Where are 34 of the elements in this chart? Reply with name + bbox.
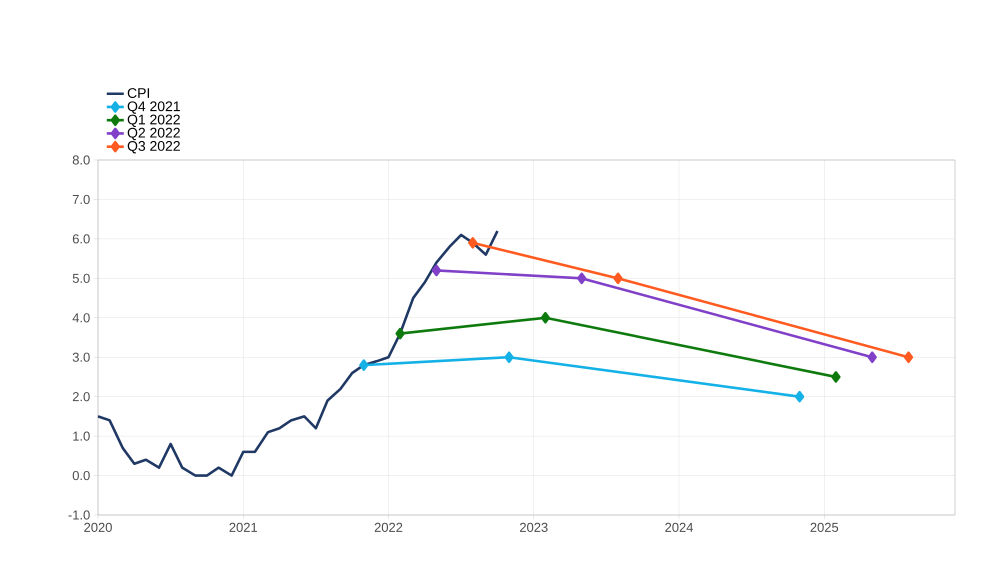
point: [504, 351, 514, 363]
point: [831, 371, 841, 383]
y-tick-label: 6.0: [72, 234, 90, 244]
y-tick-label: 1.0: [73, 432, 90, 441]
point: [794, 390, 804, 402]
legend-label: Q2 2022: [128, 128, 180, 140]
point: [359, 359, 368, 371]
y-tick-label: 0.0: [72, 470, 90, 480]
legend-label: Q1 2022: [128, 114, 180, 127]
x-tick-label: 2023: [520, 522, 548, 532]
y-tick-label: -1.0: [68, 510, 90, 520]
legend-label: CPI: [128, 88, 150, 98]
y-tick-label: 7.0: [72, 194, 90, 204]
y-tick-label: 4.0: [72, 313, 90, 322]
y-tick-label: 8.0: [72, 155, 90, 165]
x-tick-label: 2021: [230, 522, 258, 532]
point: [613, 272, 623, 284]
point: [904, 351, 914, 363]
y-tick-label: 2.0: [72, 392, 90, 402]
point: [395, 328, 405, 340]
x-tick-label: 2025: [810, 522, 838, 532]
legend-label: Q3 2022: [128, 141, 180, 154]
y-tick-label: 5.0: [72, 274, 90, 283]
point: [468, 237, 478, 249]
legend-label: Q4 2021: [128, 101, 180, 114]
x-tick-label: 2020: [84, 522, 112, 532]
x-tick-label: 2024: [665, 522, 694, 532]
y-tick-label: 3.0: [72, 352, 90, 362]
line-series: [96, 230, 499, 477]
point: [868, 351, 877, 363]
x-tick-label: 2022: [374, 522, 402, 532]
point: [577, 272, 586, 284]
point: [432, 264, 442, 276]
point: [540, 312, 550, 324]
